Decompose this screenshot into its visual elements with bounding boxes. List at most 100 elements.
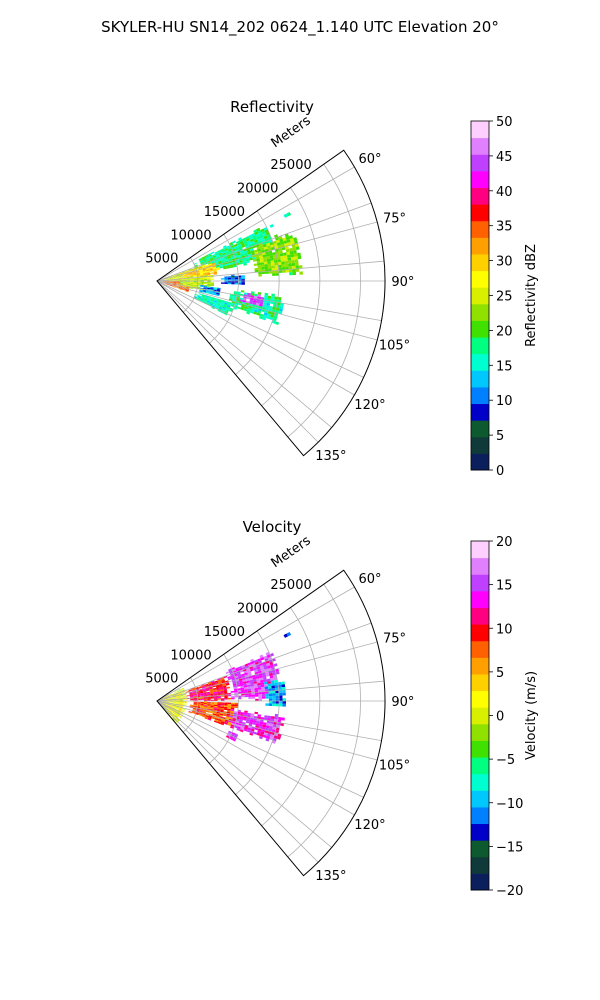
radar-cell bbox=[225, 683, 230, 686]
radar-cell bbox=[193, 284, 197, 286]
radar-cell bbox=[254, 269, 259, 273]
radar-cell bbox=[249, 236, 254, 241]
radar-cell bbox=[211, 298, 215, 301]
radar-cell bbox=[200, 703, 204, 706]
radar-cell bbox=[253, 237, 258, 241]
radar-cell bbox=[223, 687, 227, 690]
radar-cell bbox=[232, 297, 237, 301]
radar-cell bbox=[169, 702, 174, 703]
radar-cell bbox=[228, 260, 233, 264]
radar-cell bbox=[265, 253, 270, 257]
colorbar-tick-label: 5 bbox=[496, 666, 504, 681]
colorbar-tick-label: −15 bbox=[496, 840, 523, 855]
radar-cell bbox=[200, 279, 204, 281]
radar-cell bbox=[269, 672, 273, 676]
radar-cell bbox=[226, 714, 230, 718]
radar-cell bbox=[213, 269, 217, 272]
colorbar-tick-label: −10 bbox=[496, 797, 523, 812]
radar-cell bbox=[182, 288, 186, 290]
radar-cell bbox=[275, 701, 280, 704]
radar-cell bbox=[286, 254, 291, 258]
radar-cell bbox=[229, 671, 234, 675]
radar-cell bbox=[289, 272, 293, 276]
radar-cell bbox=[192, 271, 197, 274]
radar-cell bbox=[178, 708, 182, 711]
radar-cell bbox=[262, 243, 267, 248]
radar-cell bbox=[172, 286, 176, 288]
radar-cell bbox=[250, 668, 254, 672]
radar-cell bbox=[262, 724, 267, 728]
radar-cell bbox=[172, 285, 176, 287]
radar-cell bbox=[212, 712, 217, 715]
radar-cell bbox=[256, 720, 260, 724]
radar-cell bbox=[245, 236, 250, 240]
radar-cell bbox=[215, 685, 220, 688]
radar-cell bbox=[251, 233, 256, 237]
radar-cell bbox=[216, 292, 220, 295]
radar-cell bbox=[183, 279, 187, 280]
radar-cell bbox=[205, 268, 210, 271]
radar-cell bbox=[226, 306, 230, 310]
radar-cell bbox=[272, 726, 277, 730]
azimuth-tick-label: 105° bbox=[379, 759, 410, 774]
radar-cell bbox=[253, 311, 258, 315]
radar-cell bbox=[203, 271, 207, 273]
radar-cell bbox=[206, 710, 210, 713]
radar-cell bbox=[176, 702, 180, 704]
radar-cell bbox=[200, 701, 204, 703]
radar-cell bbox=[286, 212, 292, 217]
radar-cell bbox=[257, 658, 262, 662]
radar-cell bbox=[244, 695, 249, 698]
radar-cell bbox=[223, 690, 228, 693]
radar-cell bbox=[176, 282, 180, 284]
radar-cell bbox=[261, 266, 265, 270]
radar-cell bbox=[212, 293, 217, 296]
radar-cell bbox=[218, 718, 222, 722]
radar-cell bbox=[246, 729, 251, 733]
radar-cell bbox=[200, 284, 204, 287]
radar-cell bbox=[225, 260, 229, 263]
radar-cell bbox=[247, 671, 252, 675]
radar-cell bbox=[217, 300, 222, 303]
radar-cell bbox=[229, 262, 233, 265]
radar-cell bbox=[227, 702, 232, 705]
colorbar-segment bbox=[471, 624, 489, 642]
radar-cell bbox=[197, 295, 202, 297]
radar-cell bbox=[217, 249, 222, 253]
radar-cell bbox=[232, 261, 237, 265]
radar-cell bbox=[173, 282, 177, 284]
colorbar-tick-label: 0 bbox=[496, 710, 504, 725]
radar-cell bbox=[173, 702, 177, 704]
radar-cell bbox=[291, 262, 296, 267]
radar-cell bbox=[283, 633, 288, 638]
radar-cell bbox=[268, 703, 273, 706]
radar-cell bbox=[200, 704, 204, 707]
azimuth-spoke bbox=[156, 586, 355, 702]
radar-cell bbox=[230, 304, 235, 308]
radar-cell bbox=[176, 713, 180, 716]
radar-cell bbox=[170, 709, 174, 712]
radar-cell bbox=[266, 234, 271, 238]
radar-cell bbox=[228, 248, 232, 252]
radar-cell bbox=[263, 655, 268, 660]
radar-cell bbox=[178, 693, 183, 695]
radar-cell bbox=[233, 685, 237, 688]
radar-cell bbox=[268, 688, 272, 692]
radar-cell bbox=[176, 704, 180, 706]
radar-cell bbox=[213, 256, 217, 259]
radar-cell bbox=[231, 705, 235, 708]
azimuth-spoke bbox=[156, 700, 378, 761]
radar-cell bbox=[180, 688, 185, 691]
radar-cell bbox=[182, 691, 186, 694]
radar-cell bbox=[271, 740, 276, 744]
radar-cell bbox=[255, 698, 259, 701]
radar-cell bbox=[242, 261, 247, 264]
radar-cell bbox=[165, 695, 169, 698]
colorbar-label: Reflectivity dBZ bbox=[524, 244, 539, 347]
radar-cell bbox=[175, 708, 179, 710]
radar-cell bbox=[256, 666, 261, 670]
range-tick-label: 20000 bbox=[237, 182, 278, 197]
radar-cell bbox=[176, 277, 180, 279]
radar-cell bbox=[173, 280, 177, 281]
colorbar-segment bbox=[471, 806, 489, 825]
